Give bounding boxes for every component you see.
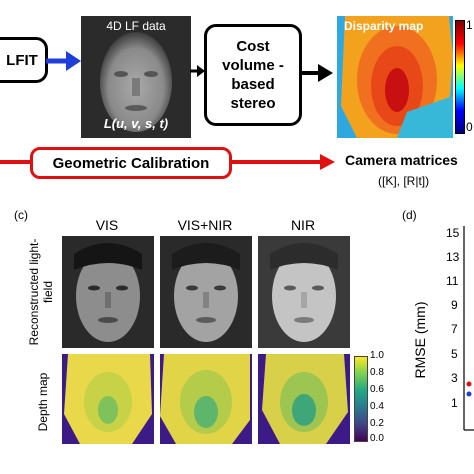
disparity-tick-min: 0 <box>466 120 473 134</box>
vis-face-graphic <box>62 236 154 348</box>
disparity-colorbar <box>455 20 465 134</box>
camera-matrices-title: Camera matrices <box>345 152 458 168</box>
depth-tick-6: 0.0 <box>370 433 384 444</box>
lf-data-formula: L(u, v, s, t) <box>103 116 169 131</box>
rmse-tick-13: 13 <box>446 250 460 264</box>
rmse-axis-label: RMSE (mm) <box>412 301 428 379</box>
arrow-right-icon <box>302 64 333 82</box>
depth-map-vis <box>62 354 154 444</box>
depth-vis-graphic <box>62 354 154 444</box>
col-label-vis-nir: VIS+NIR <box>177 217 233 233</box>
camera-matrices-formula: ([K], [R|t]) <box>378 174 430 188</box>
blue-arrow-icon <box>46 51 81 71</box>
rmse-tick-3: 3 <box>451 371 458 385</box>
rmse-tick-1: 1 <box>451 396 458 410</box>
calibration-label: Geometric Calibration <box>52 154 210 172</box>
calibration-box: Geometric Calibration <box>30 147 232 179</box>
depth-nir-graphic <box>258 354 350 444</box>
depth-tick-4: 0.4 <box>370 401 384 412</box>
depth-tick-5: 0.2 <box>370 418 384 429</box>
red-arrow-icon <box>232 154 335 170</box>
red-line <box>0 160 32 164</box>
lf-data-image <box>81 16 191 138</box>
depth-map-nir <box>258 354 350 444</box>
nir-face-graphic <box>258 236 350 348</box>
depth-tick-3: 0.6 <box>370 384 384 395</box>
disparity-face-graphic <box>337 16 453 138</box>
depth-colorbar <box>354 356 368 442</box>
rmse-tick-7: 7 <box>451 322 458 336</box>
disparity-title: Disparity map <box>344 19 424 33</box>
arrow-right-icon <box>190 65 205 77</box>
reconstructed-vis-nir-image <box>160 236 252 348</box>
rmse-tick-15: 15 <box>446 226 460 240</box>
depth-vis-nir-graphic <box>160 354 252 444</box>
lf-data-title: 4D LF data <box>106 19 166 33</box>
rmse-tick-9: 9 <box>451 298 458 312</box>
vis-nir-face-graphic <box>160 236 252 348</box>
cost-volume-label: Cost volume -based stereo <box>222 38 284 112</box>
row-label-depth: Depth map <box>36 372 50 432</box>
disparity-tick-max: 1 <box>466 18 473 32</box>
col-label-nir: NIR <box>290 217 316 233</box>
lf-face-graphic <box>81 16 191 138</box>
row-label-reconstructed: Reconstructed light-field <box>27 238 55 346</box>
rmse-tick-11: 11 <box>446 274 459 288</box>
lfit-label: LFIT <box>6 51 38 69</box>
reconstructed-nir-image <box>258 236 350 348</box>
depth-map-vis-nir <box>160 354 252 444</box>
reconstructed-vis-image <box>62 236 154 348</box>
disparity-map-image <box>337 16 453 138</box>
col-label-vis: VIS <box>95 217 119 233</box>
rmse-tick-5: 5 <box>451 347 458 361</box>
rmse-axis <box>463 226 474 431</box>
depth-tick-1: 1.0 <box>370 350 384 361</box>
cost-volume-box: Cost volume -based stereo <box>204 24 302 126</box>
depth-tick-2: 0.8 <box>370 367 384 378</box>
panel-d-tag: (d) <box>402 208 417 222</box>
panel-c-tag: (c) <box>14 208 28 222</box>
lfit-box: LFIT <box>0 37 48 83</box>
